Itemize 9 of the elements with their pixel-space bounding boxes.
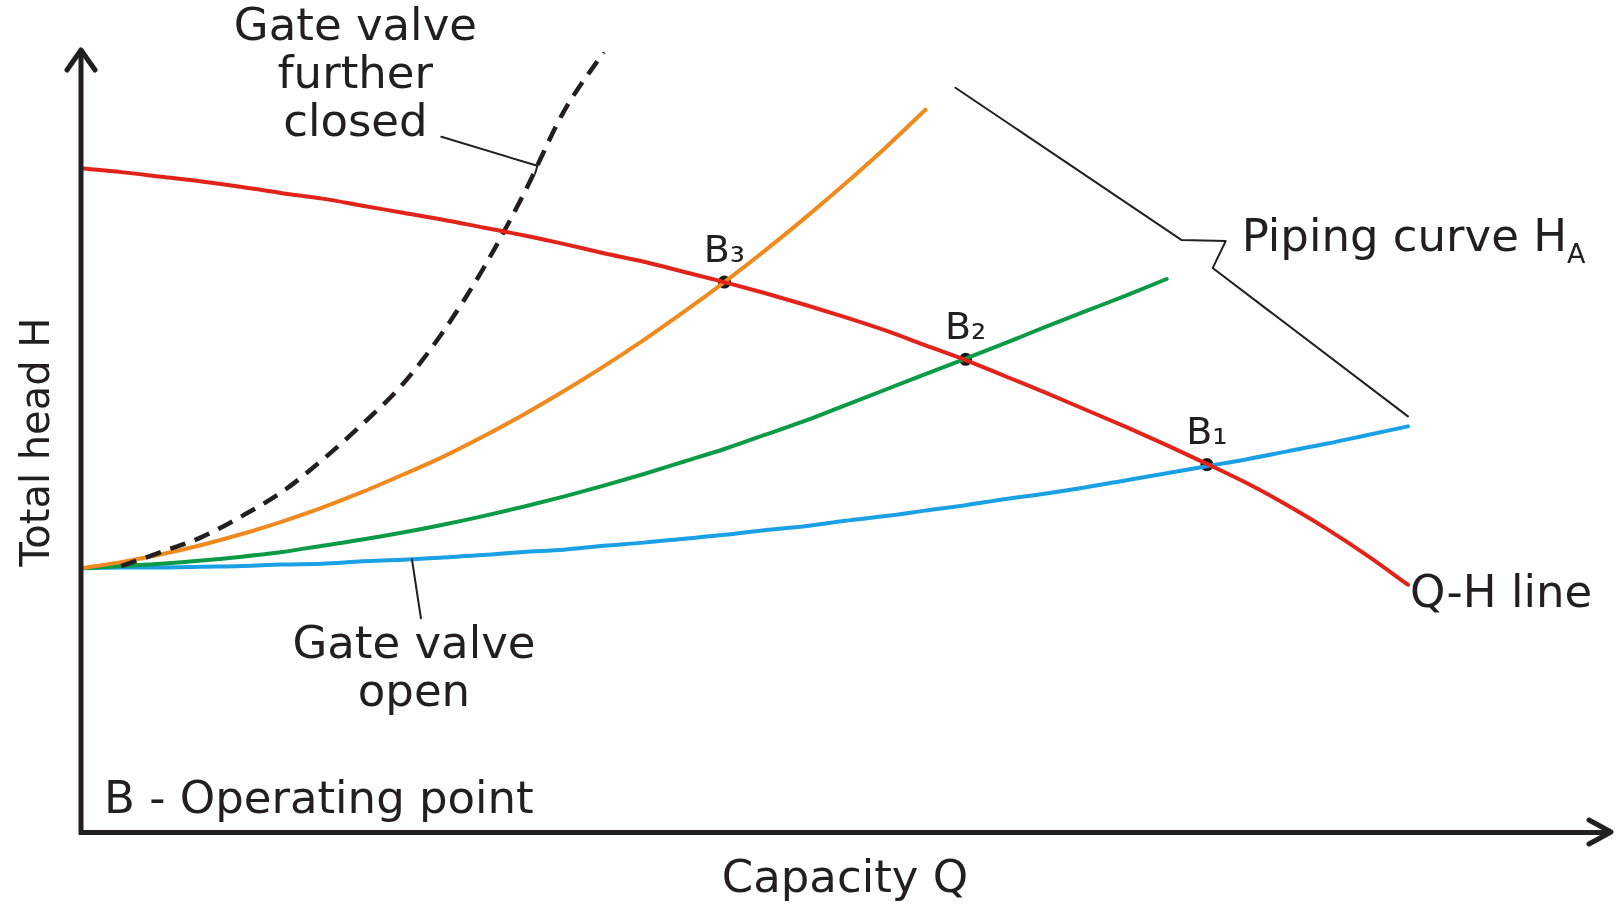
annotation: Gate valve further closed [233, 0, 477, 147]
y-axis-title: Total head H [12, 317, 59, 568]
annotation: B - Operating point [104, 771, 534, 825]
annotation: Gate valve open [292, 616, 536, 718]
series-label: Q-H line [1409, 564, 1593, 618]
series-label: B₁ [1186, 409, 1228, 454]
series-label: B₃ [703, 226, 746, 271]
series-label: B₂ [944, 304, 987, 348]
x-axis-title: Capacity Q [721, 850, 969, 904]
